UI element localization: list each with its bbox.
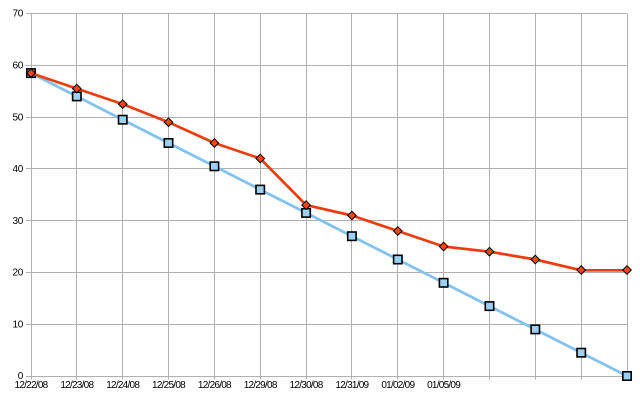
svg-text:12/23/08: 12/23/08 — [60, 380, 94, 391]
svg-text:20: 20 — [12, 268, 23, 279]
svg-text:12/22/08: 12/22/08 — [15, 380, 49, 391]
svg-text:50: 50 — [12, 112, 23, 123]
svg-text:12/31/09: 12/31/09 — [335, 380, 369, 391]
svg-text:01/02/09: 01/02/09 — [381, 380, 415, 391]
svg-text:0: 0 — [18, 371, 24, 382]
svg-text:12/29/08: 12/29/08 — [244, 380, 278, 391]
svg-text:30: 30 — [12, 216, 23, 227]
svg-text:60: 60 — [12, 61, 23, 72]
svg-text:10: 10 — [12, 319, 23, 330]
svg-text:12/25/08: 12/25/08 — [152, 380, 186, 391]
svg-text:12/30/08: 12/30/08 — [290, 380, 324, 391]
svg-text:12/26/08: 12/26/08 — [198, 380, 232, 391]
svg-text:40: 40 — [12, 164, 23, 175]
svg-text:70: 70 — [12, 9, 23, 20]
svg-text:12/24/08: 12/24/08 — [106, 380, 140, 391]
svg-text:01/05/09: 01/05/09 — [427, 380, 461, 391]
